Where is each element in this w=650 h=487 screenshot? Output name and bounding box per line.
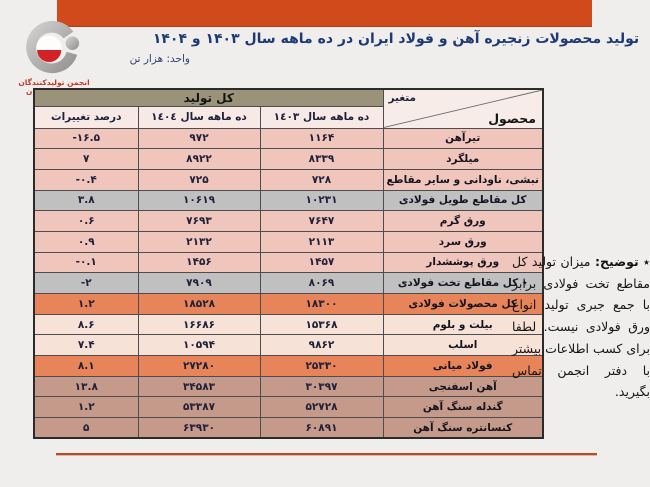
change-percent-cell: ۱.۲ xyxy=(33,293,139,315)
change-percent-cell: -۱۶.۵ xyxy=(33,127,139,150)
product-cell: تیرآهن xyxy=(382,127,544,150)
change-percent-cell: ۷ xyxy=(33,148,139,170)
table-row: ورق گرم ۷۶۴۷ ۷۶۹۳ ۰.۶ xyxy=(33,210,544,232)
table-row: تیرآهن ۱۱۶۴ ۹۷۲ -۱۶.۵ xyxy=(33,127,544,150)
value-1404-cell: ۹۷۲ xyxy=(137,127,261,150)
diagonal-divider xyxy=(383,90,542,127)
product-cell: اسلب xyxy=(382,334,544,357)
value-1403-cell: ۱۱۶۴ xyxy=(259,127,384,150)
value-1404-cell: ۷۲۵ xyxy=(137,168,261,191)
change-percent-cell: ۸.۱ xyxy=(33,355,139,377)
value-1403-cell: ۱۰۲۳۱ xyxy=(259,189,384,212)
product-cell: ورق پوششدار xyxy=(382,251,544,274)
change-percent-cell: ۳.۸ xyxy=(33,189,139,212)
value-1404-cell: ۱۰۵۹۴ xyxy=(137,334,261,357)
change-percent-cell: ۱۳.۸ xyxy=(33,375,139,398)
value-1403-cell: ۵۲۷۲۸ xyxy=(259,396,384,419)
value-1404-cell: ۶۳۹۳۰ xyxy=(137,417,261,439)
value-1404-cell: ۱۴۵۶ xyxy=(137,251,261,274)
column-header-1404: ده ماهه سال ١٤٠٤ xyxy=(137,105,261,129)
table-row: ورق پوششدار ۱۴۵۷ ۱۴۵۶ -۰.۱ xyxy=(33,251,544,274)
table-row: کنسانتره سنگ آهن ۶۰۸۹۱ ۶۳۹۳۰ ۵ xyxy=(33,417,544,439)
note-body: میزان تولید کل مقاطع تخت فولادی برابر با… xyxy=(512,254,650,400)
change-percent-cell: ۰.۹ xyxy=(33,230,139,253)
value-1403-cell: ۳۰۳۹۷ xyxy=(259,375,384,398)
logo-text-line1: انجمن تولیدکنندگان xyxy=(18,78,90,87)
table-row: کل محصولات فولادی ۱۸۳۰۰ ۱۸۵۲۸ ۱.۲ xyxy=(33,293,544,315)
value-1404-cell: ۸۹۲۲ xyxy=(137,148,261,170)
value-1403-cell: ۸۳۳۹ xyxy=(259,148,384,170)
corner-variable-label: متغیر xyxy=(388,92,417,104)
table-header-row-1: متغیر محصول کل تولید xyxy=(33,88,544,129)
change-percent-cell: -۰.۴ xyxy=(33,168,139,191)
product-cell: میلگرد xyxy=(382,148,544,170)
value-1403-cell: ۸۰۶۹ xyxy=(259,272,384,294)
change-percent-cell: -۰.۱ xyxy=(33,251,139,274)
value-1404-cell: ۳۴۵۸۳ xyxy=(137,375,261,398)
unit-label: واحد: هزار تن xyxy=(129,53,190,65)
value-1403-cell: ۷۲۸ xyxy=(259,168,384,191)
product-cell: نبشی، ناودانی و سایر مقاطع xyxy=(382,168,544,191)
value-1403-cell: ۱۸۳۰۰ xyxy=(259,293,384,315)
value-1404-cell: ۱۰۶۱۹ xyxy=(137,189,261,212)
change-percent-cell: ۱.۲ xyxy=(33,396,139,419)
table-row: فولاد میانی ۲۵۳۳۰ ۲۷۲۸۰ ۸.۱ xyxy=(33,355,544,377)
value-1403-cell: ۲۱۱۳ xyxy=(259,230,384,253)
table-row: اسلب ۹۸۶۲ ۱۰۵۹۴ ۷.۴ xyxy=(33,334,544,357)
corner-product-label: محصول xyxy=(488,110,536,126)
value-1404-cell: ۱۸۵۲۸ xyxy=(137,293,261,315)
total-production-header: کل تولید xyxy=(33,88,384,107)
value-1403-cell: ۲۵۳۳۰ xyxy=(259,355,384,377)
change-percent-cell: ۵ xyxy=(33,417,139,439)
table-row: نبشی، ناودانی و سایر مقاطع ۷۲۸ ۷۲۵ -۰.۴ xyxy=(33,168,544,191)
table-row: آهن اسفنجی ۳۰۳۹۷ ۳۴۵۸۳ ۱۳.۸ xyxy=(33,375,544,398)
note-label: توضیح: xyxy=(594,254,639,269)
table-row: بیلت و بلوم ۱۵۳۶۸ ۱۶۶۸۶ ۸.۶ xyxy=(33,313,544,336)
change-percent-cell: ۰.۶ xyxy=(33,210,139,232)
change-percent-cell: ۷.۴ xyxy=(33,334,139,357)
value-1404-cell: ۵۳۳۸۷ xyxy=(137,396,261,419)
table-header-row-2: ده ماهه سال ١٤٠٣ ده ماهه سال ١٤٠٤ درصد ت… xyxy=(33,105,543,129)
column-header-change: درصد تغییرات xyxy=(33,105,139,129)
value-1403-cell: ۱۴۵۷ xyxy=(259,251,384,274)
product-cell: کل محصولات فولادی xyxy=(382,293,544,315)
value-1404-cell: ۷۹۰۹ xyxy=(137,272,261,294)
steel-association-logo-icon xyxy=(26,20,80,74)
header-banner xyxy=(57,0,592,27)
product-cell: کنسانتره سنگ آهن xyxy=(382,417,544,439)
table-row: کل مقاطع طویل فولادی ۱۰۲۳۱ ۱۰۶۱۹ ۳.۸ xyxy=(33,189,544,212)
product-cell: ورق سرد xyxy=(382,230,544,253)
value-1404-cell: ۲۷۲۸۰ xyxy=(137,355,261,377)
value-1403-cell: ۶۰۸۹۱ xyxy=(259,417,384,439)
value-1404-cell: ۷۶۹۳ xyxy=(137,210,261,232)
product-cell: ورق گرم xyxy=(382,210,544,232)
corner-header-cell: متغیر محصول xyxy=(382,88,544,129)
page-title: تولید محصولات زنجیره آهن و فولاد ایران د… xyxy=(152,31,640,47)
table-row: ٭ کل مقاطع تخت فولادی ۸۰۶۹ ۷۹۰۹ -۲ xyxy=(33,272,544,294)
change-percent-cell: -۲ xyxy=(33,272,139,294)
table-row: ورق سرد ۲۱۱۳ ۲۱۳۲ ۰.۹ xyxy=(33,230,544,253)
value-1403-cell: ۱۵۳۶۸ xyxy=(259,313,384,336)
explanation-note: ٭ توضیح: میزان تولید کل مقاطع تخت فولادی… xyxy=(512,251,650,403)
value-1403-cell: ۷۶۴۷ xyxy=(259,210,384,232)
column-header-1403: ده ماهه سال ١٤٠٣ xyxy=(259,105,384,129)
value-1404-cell: ۲۱۳۲ xyxy=(137,230,261,253)
production-table: متغیر محصول کل تولید ده ماهه سال ١٤٠٣ ده… xyxy=(33,88,544,440)
value-1403-cell: ۹۸۶۲ xyxy=(259,334,384,357)
product-cell: کل مقاطع طویل فولادی xyxy=(382,189,544,212)
table-row: میلگرد ۸۳۳۹ ۸۹۲۲ ۷ xyxy=(33,148,544,170)
association-logo: انجمن تولیدکنندگان فــولاد ایــــران xyxy=(10,20,98,96)
footer-divider-line xyxy=(56,453,597,456)
product-cell: آهن اسفنجی xyxy=(382,375,544,398)
note-star: ٭ xyxy=(643,254,650,269)
product-cell: ٭ کل مقاطع تخت فولادی xyxy=(382,272,544,294)
value-1404-cell: ۱۶۶۸۶ xyxy=(137,313,261,336)
table-row: گندله سنگ آهن ۵۲۷۲۸ ۵۳۳۸۷ ۱.۲ xyxy=(33,396,544,419)
change-percent-cell: ۸.۶ xyxy=(33,313,139,336)
